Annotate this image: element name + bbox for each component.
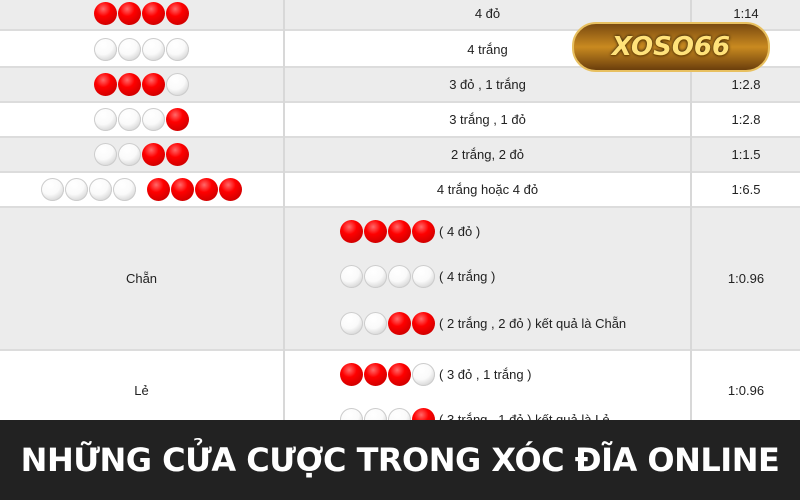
bet-row: 3 đỏ , 1 trắng 1:2.8 — [0, 68, 800, 103]
bet-row-le: Lẻ 1:0.96( 3 đỏ , 1 trắng )( 3 trắng , 1… — [0, 351, 800, 431]
bet-label: 4 trắng — [467, 42, 508, 57]
red-chip-icon — [388, 312, 411, 335]
red-chip-icon — [171, 178, 194, 201]
bet-label: 3 đỏ , 1 trắng — [449, 77, 526, 92]
white-chip-icon — [94, 143, 117, 166]
bet-label: 4 trắng hoặc 4 đỏ — [436, 182, 539, 197]
chip-combo — [94, 2, 189, 25]
red-chip-icon — [147, 178, 170, 201]
white-chip-icon — [94, 108, 117, 131]
red-chip-icon — [118, 2, 141, 25]
white-chip-icon — [94, 38, 117, 61]
bet-row-chan: Chẵn 1:0.96 ( 4 đỏ ) ( 4 trắng ) ( 2 trắng … — [0, 208, 800, 351]
red-chip-icon — [340, 220, 363, 243]
red-chip-icon — [118, 73, 141, 96]
chip-combo — [94, 108, 189, 131]
result-combo: ( 2 trắng , 2 đỏ ) kết quả là Chẵn — [340, 312, 626, 335]
red-chip-icon — [94, 73, 117, 96]
red-chip-icon — [94, 2, 117, 25]
red-chip-icon — [195, 178, 218, 201]
white-chip-icon — [340, 312, 363, 335]
white-chip-icon — [166, 38, 189, 61]
xoso66-logo: XOSO66 — [572, 22, 770, 72]
white-chip-icon — [364, 312, 387, 335]
bet-label: Chẵn — [125, 271, 158, 286]
red-chip-icon — [166, 108, 189, 131]
payout-odds: 1:2.8 — [731, 112, 761, 127]
red-chip-icon — [340, 363, 363, 386]
white-chip-icon — [412, 265, 435, 288]
result-combo: ( 4 đỏ ) — [340, 220, 480, 243]
spacer — [137, 178, 146, 201]
white-chip-icon — [118, 143, 141, 166]
white-chip-icon — [388, 265, 411, 288]
white-chip-icon — [412, 363, 435, 386]
payout-odds: 1:0.96 — [727, 382, 765, 398]
red-chip-icon — [166, 2, 189, 25]
bet-label: 4 đỏ — [474, 6, 501, 21]
payout-odds: 1:1.5 — [731, 147, 761, 162]
chip-combo — [94, 143, 189, 166]
white-chip-icon — [340, 265, 363, 288]
chip-combo — [94, 38, 189, 61]
white-chip-icon — [118, 38, 141, 61]
white-chip-icon — [89, 178, 112, 201]
payout-odds: 1:0.96 — [727, 271, 765, 286]
white-chip-icon — [41, 178, 64, 201]
bet-row: 4 đỏ 1:14 — [0, 0, 800, 31]
payout-odds: 1:6.5 — [731, 182, 761, 197]
white-chip-icon — [142, 38, 165, 61]
white-chip-icon — [142, 108, 165, 131]
chip-combo — [41, 178, 242, 201]
red-chip-icon — [142, 2, 165, 25]
red-chip-icon — [142, 143, 165, 166]
red-chip-icon — [388, 220, 411, 243]
banner-title: NHỮNG CỬA CƯỢC TRONG XÓC ĐĨA ONLINE — [20, 441, 780, 479]
bet-row: 4 trắng hoặc 4 đỏ 1:6.5 — [0, 173, 800, 208]
red-chip-icon — [364, 220, 387, 243]
result-text: ( 4 đỏ ) — [439, 224, 481, 239]
bet-label: 2 trắng, 2 đỏ — [451, 147, 524, 162]
bet-row: 3 trắng , 1 đỏ 1:2.8 — [0, 103, 800, 138]
red-chip-icon — [142, 73, 165, 96]
bet-label: 3 trắng , 1 đỏ — [449, 112, 526, 127]
result-combo: ( 4 trắng ) — [340, 265, 495, 288]
red-chip-icon — [219, 178, 242, 201]
title-banner: NHỮNG CỬA CƯỢC TRONG XÓC ĐĨA ONLINE — [0, 420, 800, 500]
white-chip-icon — [65, 178, 88, 201]
chip-combo — [94, 73, 189, 96]
column-divider — [690, 0, 692, 420]
bet-label: Lẻ — [134, 382, 149, 398]
result-text: ( 3 đỏ , 1 trắng ) — [439, 367, 532, 382]
result-combo: ( 3 đỏ , 1 trắng ) — [340, 363, 532, 386]
white-chip-icon — [118, 108, 141, 131]
bet-row: 2 trắng, 2 đỏ 1:1.5 — [0, 138, 800, 173]
red-chip-icon — [412, 312, 435, 335]
white-chip-icon — [364, 265, 387, 288]
payout-odds: 1:2.8 — [731, 77, 761, 92]
white-chip-icon — [113, 178, 136, 201]
payout-odds: 1:14 — [733, 6, 759, 21]
logo-text: XOSO66 — [611, 32, 731, 62]
red-chip-icon — [388, 363, 411, 386]
white-chip-icon — [166, 73, 189, 96]
result-text: ( 4 trắng ) — [439, 269, 496, 284]
column-divider — [283, 0, 285, 420]
red-chip-icon — [412, 220, 435, 243]
red-chip-icon — [166, 143, 189, 166]
red-chip-icon — [364, 363, 387, 386]
result-text: ( 2 trắng , 2 đỏ ) kết quả là Chẵn — [439, 316, 627, 331]
